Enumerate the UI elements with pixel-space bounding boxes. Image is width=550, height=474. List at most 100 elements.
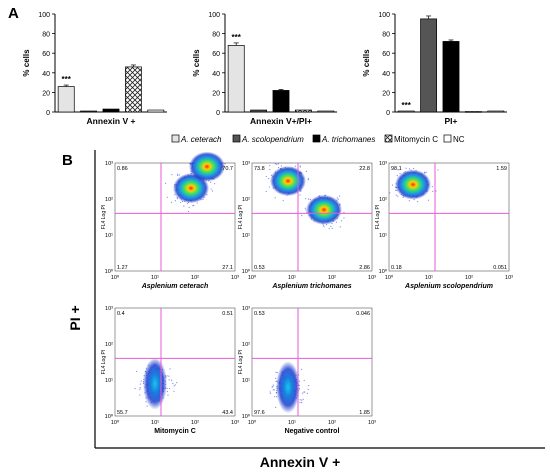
data-point	[140, 380, 142, 382]
data-point	[432, 190, 434, 192]
data-point	[301, 215, 303, 217]
y-tick-label: 100	[38, 12, 50, 19]
density-core	[270, 166, 306, 196]
data-point	[275, 406, 277, 408]
plot-frame	[251, 307, 373, 417]
data-point	[271, 386, 273, 388]
significance-label: ***	[402, 101, 412, 110]
data-point	[180, 201, 182, 204]
quadrant-upper-left: 98.1	[391, 166, 402, 172]
y-tick-label: 10¹	[379, 233, 387, 239]
bar-chart-2: 0 20 40 60 80 100 % cells Annexin V+/PI+ ***	[192, 12, 337, 126]
x-tick-label: 10⁰	[111, 419, 120, 426]
data-point	[187, 210, 190, 213]
panel-label-b: B	[62, 152, 73, 169]
quadrant-lower-right: 1.85	[359, 410, 370, 416]
data-point	[272, 384, 274, 386]
data-point	[435, 190, 437, 192]
data-point	[395, 194, 397, 196]
bar	[487, 110, 505, 113]
bar	[272, 90, 290, 113]
x-axis-label: Annexin V +	[87, 116, 136, 126]
data-point	[210, 188, 212, 190]
quadrant-upper-right: 22.8	[359, 166, 370, 172]
panel-b-y-axis-label: PI +	[67, 305, 83, 330]
data-point	[437, 169, 439, 171]
plot-axis-label: FL4 Log PI	[238, 350, 244, 374]
y-tick-label: 80	[42, 32, 50, 39]
data-point	[169, 368, 171, 370]
y-tick-label: 10³	[242, 306, 250, 312]
data-point	[171, 379, 173, 381]
y-tick-label: 0	[46, 110, 50, 117]
significance-label: ***	[62, 75, 72, 84]
data-point	[177, 174, 179, 177]
y-tick-label: 80	[212, 32, 220, 39]
y-tick-label: 80	[382, 32, 390, 39]
y-tick-label: 40	[382, 71, 390, 78]
data-point	[339, 226, 341, 228]
y-tick-label: 10¹	[105, 378, 113, 384]
data-point	[391, 184, 394, 186]
data-point	[299, 165, 301, 167]
data-point	[399, 172, 401, 175]
data-point	[323, 225, 325, 228]
quadrant-lower-left: 0.18	[391, 265, 402, 271]
y-tick-label: 10³	[105, 161, 113, 167]
data-point	[165, 182, 167, 184]
y-tick-label: 10²	[105, 197, 113, 203]
y-tick-label: 10⁰	[242, 413, 251, 420]
x-tick-label: 10²	[191, 420, 199, 426]
data-point	[307, 388, 309, 391]
quadrant-lower-left: 0.53	[254, 265, 265, 271]
quadrant-upper-left: 0.86	[117, 166, 128, 172]
data-point	[177, 173, 179, 175]
data-point	[269, 168, 271, 171]
panel-label-a: A	[8, 5, 19, 22]
data-point	[343, 217, 345, 219]
plot-axis-label: FL4 Log PI	[375, 205, 381, 229]
legend-label: NC	[453, 135, 465, 144]
data-point	[299, 399, 301, 401]
y-tick-label: 10⁰	[242, 268, 251, 275]
x-tick-label: 10³	[368, 275, 376, 281]
bar	[294, 109, 312, 113]
significance-label: ***	[232, 33, 242, 42]
y-tick-label: 40	[212, 71, 220, 78]
y-tick-label: 60	[212, 51, 220, 58]
data-point	[210, 181, 212, 183]
x-tick-label: 10²	[328, 420, 336, 426]
data-point	[168, 375, 170, 377]
data-point	[305, 198, 307, 200]
data-point	[265, 190, 267, 193]
bar	[397, 110, 415, 113]
data-point	[396, 175, 398, 177]
bar	[102, 108, 120, 113]
y-tick-label: 10³	[379, 161, 387, 167]
data-point	[305, 170, 307, 172]
y-tick-label: 40	[42, 71, 50, 78]
bar	[442, 41, 460, 113]
x-axis-label: PI+	[445, 116, 458, 126]
data-point	[299, 401, 301, 404]
plot-axis-label: FL4 Log PI	[101, 205, 107, 229]
density-core	[189, 151, 225, 182]
bar	[250, 109, 268, 113]
data-point	[211, 190, 213, 192]
density-core	[173, 173, 209, 204]
y-tick-label: 10⁰	[105, 413, 114, 420]
data-point	[176, 382, 178, 384]
legend-label: A. trichomanes	[321, 135, 375, 144]
quadrant-lower-right: 27.1	[222, 265, 233, 271]
quadrant-lower-right: 0.051	[493, 265, 507, 271]
quadrant-upper-right: 0.046	[356, 311, 370, 317]
data-point	[275, 371, 277, 373]
y-axis-label: % cells	[362, 49, 371, 77]
y-tick-label: 100	[378, 12, 390, 19]
density-core	[143, 357, 167, 410]
data-point	[340, 220, 343, 222]
data-point	[183, 205, 185, 207]
x-tick-label: 10³	[231, 275, 239, 281]
data-point	[273, 389, 275, 391]
